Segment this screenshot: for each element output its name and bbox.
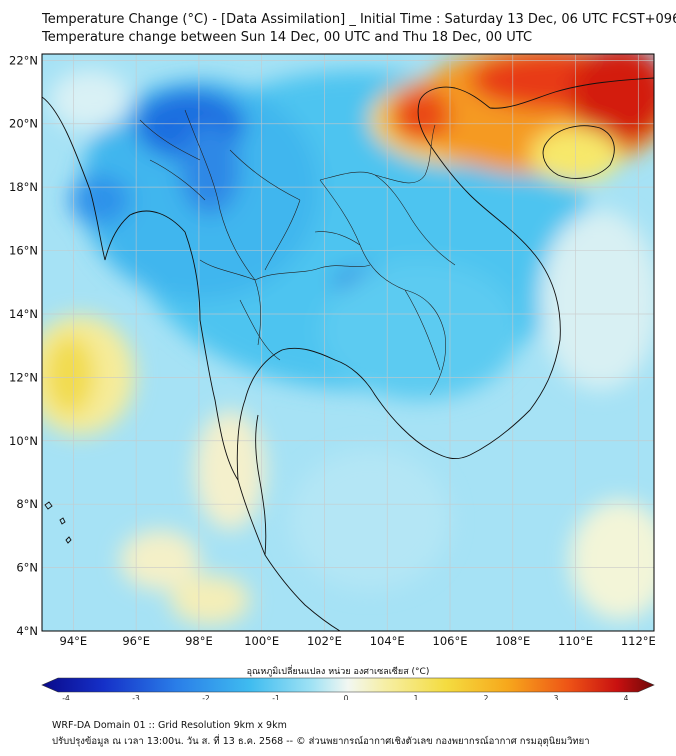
lat-lon-gridlines [42, 54, 654, 632]
lon-label: 112°E [621, 634, 656, 648]
colorbar-tick-label: 2 [484, 694, 489, 700]
colorbar [41, 677, 655, 693]
lat-label: 8°N [16, 497, 38, 511]
colorbar-tick-label: -1 [272, 694, 280, 700]
map-title-line2: Temperature change between Sun 14 Dec, 0… [42, 30, 533, 45]
map-frame [41, 53, 655, 632]
colorbar-tick-label: -4 [62, 694, 70, 700]
lon-label: 108°E [495, 634, 530, 648]
colorbar-tick-label: 1 [414, 694, 419, 700]
footer-domain-info: WRF-DA Domain 01 :: Grid Resolution 9km … [52, 720, 287, 731]
temperature-change-map: 22°N 20°N 18°N 16°N 14°N 12°N 10°N 8°N 6°N 4°N 94… [9, 53, 656, 700]
colorbar-tick-label: 4 [624, 694, 629, 700]
colorbar-tick-label: -2 [202, 694, 210, 700]
temperature-field [42, 54, 654, 631]
country-borders [139, 109, 456, 396]
lat-label: 18°N [9, 180, 38, 194]
lon-label: 102°E [307, 634, 342, 648]
lat-label: 12°N [9, 370, 38, 384]
colorbar-tick-label: 3 [554, 694, 559, 700]
map-title-line1: Temperature Change (°C) - [Data Assimila… [42, 12, 676, 27]
lat-label: 20°N [9, 117, 38, 131]
colorbar-tick-label: 0 [344, 694, 349, 700]
lat-label: 6°N [16, 561, 38, 575]
lon-label: 94°E [60, 634, 88, 648]
colorbar-ticks: -4 -3 -2 -1 0 1 2 3 4 [62, 694, 628, 700]
lon-label: 110°E [558, 634, 593, 648]
lat-label: 16°N [9, 244, 38, 258]
lat-label: 4°N [16, 624, 38, 638]
lat-label: 14°N [9, 307, 38, 321]
latitude-labels: 22°N 20°N 18°N 16°N 14°N 12°N 10°N 8°N 6°N 4°N [9, 53, 38, 638]
lon-label: 100°E [244, 634, 279, 648]
coastlines [42, 77, 654, 631]
lat-label: 10°N [9, 434, 38, 448]
longitude-labels: 94°E 96°E 98°E 100°E 102°E 104°E 106°E 108°E 110… [60, 634, 656, 648]
colorbar-title: อุณหภูมิเปลี่ยนแปลง หน่วย องศาเซลเซียส (… [246, 667, 430, 677]
footer-update-info: ปรับปรุงข้อมูล ณ เวลา 13:00น. วัน ส. ที่… [52, 736, 590, 747]
colorbar-tick-label: -3 [132, 694, 140, 700]
lon-label: 106°E [433, 634, 468, 648]
lon-label: 98°E [185, 634, 213, 648]
lon-label: 104°E [370, 634, 405, 648]
lat-label: 22°N [9, 53, 38, 67]
lon-label: 96°E [122, 634, 150, 648]
